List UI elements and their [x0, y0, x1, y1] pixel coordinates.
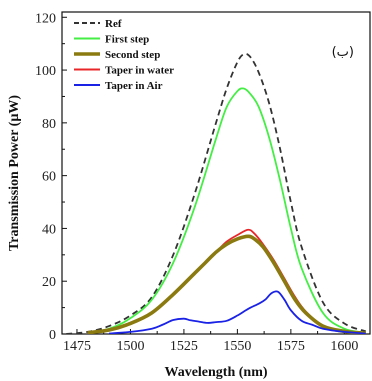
x-tick-label: 1475 — [63, 339, 91, 354]
x-tick-label: 1550 — [223, 339, 251, 354]
plot-area-frame — [61, 11, 371, 335]
x-tick-label: 1525 — [170, 339, 198, 354]
series-lines — [66, 52, 367, 334]
series-line-ref — [66, 52, 367, 334]
legend: Ref First step Second step Taper in water Ta… — [74, 18, 174, 92]
x-tick-label: 1500 — [116, 339, 144, 354]
y-tick-label: 20 — [42, 275, 56, 290]
ticks: 1475 1500 1525 1550 1575 1600 0 20 40 60 80 100 120 — [35, 11, 358, 354]
series-line-second-step — [87, 234, 366, 334]
legend-label: First step — [105, 34, 149, 46]
x-tick-label: 1575 — [277, 339, 305, 354]
y-axis-title: Transmission Power (µW) — [7, 95, 22, 251]
x-axis-title: Wavelength (nm) — [164, 365, 267, 380]
y-tick-label: 0 — [49, 328, 56, 343]
legend-label: Second step — [105, 49, 160, 61]
y-tick-label: 100 — [35, 64, 56, 79]
legend-label: Ref — [105, 18, 122, 30]
series-line-taper-in-air — [108, 290, 366, 334]
y-tick-label: 60 — [42, 170, 56, 185]
panel-annotation: (ب) — [332, 45, 354, 60]
legend-label: Taper in water — [105, 65, 174, 77]
axes — [61, 11, 371, 335]
y-tick-label: 80 — [42, 117, 56, 132]
series-line-first-step — [87, 87, 366, 334]
x-tick-label: 1600 — [330, 339, 358, 354]
legend-label: Taper in Air — [105, 80, 163, 92]
y-tick-label: 40 — [42, 222, 56, 237]
y-tick-label: 120 — [35, 11, 56, 26]
